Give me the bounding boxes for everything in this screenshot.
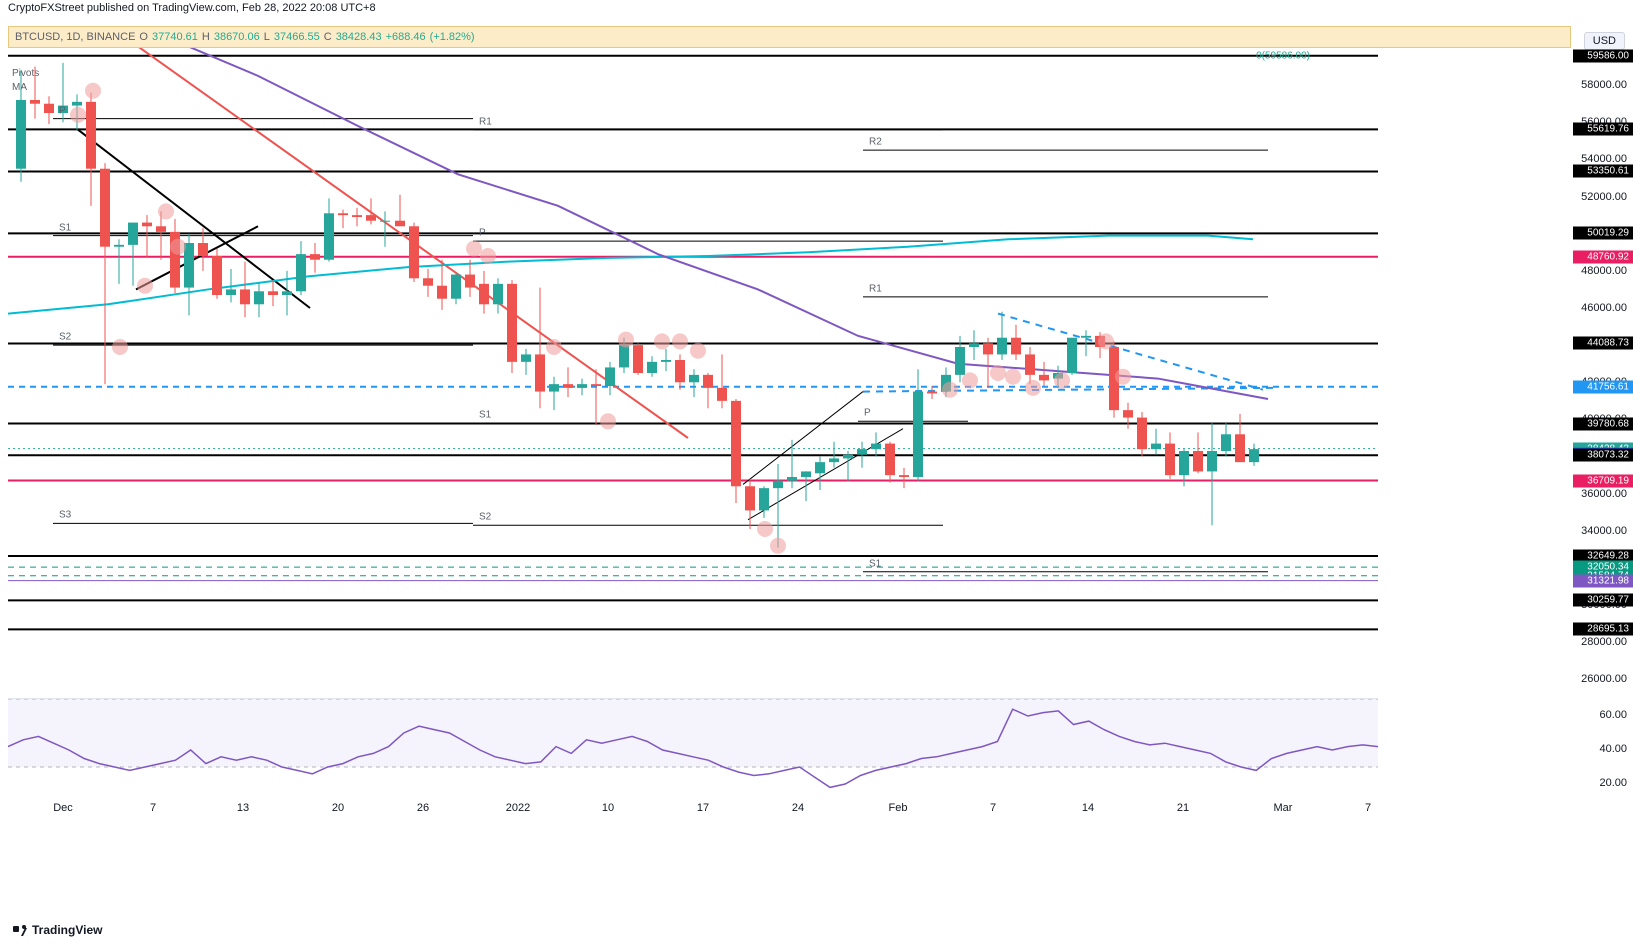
ohlc-close: 38428.43 [336, 31, 382, 43]
tradingview-logo-icon [12, 922, 28, 938]
date-axis: Dec 7 13 20 26 2022 10 17 24 Feb 7 14 21 Mar 7 [8, 802, 1378, 822]
rsi-panel[interactable]: RSI [8, 698, 1378, 800]
publisher-header: CryptoFXStreet published on TradingView.… [8, 2, 376, 14]
pivot-label: S2 [479, 512, 491, 523]
ohlc-band: BTCUSD, 1D, BINANCE O 37740.61 H 38670.0… [8, 26, 1571, 48]
price-line-tag: 36709.19 [1573, 474, 1633, 487]
price-tick: 58000.00 [1581, 79, 1627, 91]
rsi-canvas [8, 699, 1378, 801]
price-line-tag: 39780.68 [1573, 417, 1633, 430]
price-axis: 26000.0028000.0030000.0032000.0034000.00… [1571, 48, 1633, 698]
price-tick: 46000.00 [1581, 302, 1627, 314]
date-tick: 2022 [506, 802, 530, 814]
tradingview-brand-text: TradingView [32, 923, 102, 937]
price-line-tag: 38073.32 [1573, 449, 1633, 462]
date-tick: Mar [1274, 802, 1293, 814]
pivot-label: R1 [479, 116, 492, 127]
price-line-tag: 55619.76 [1573, 123, 1633, 136]
price-line-tag: 31321.98 [1573, 574, 1633, 587]
price-line-tag: 59586.00 [1573, 49, 1633, 62]
l-label: L [264, 31, 270, 43]
price-line-tag: 41756.61 [1573, 380, 1633, 393]
date-tick: 13 [237, 802, 249, 814]
pivot-label: S3 [59, 510, 71, 521]
c-label: C [324, 31, 332, 43]
o-label: O [139, 31, 148, 43]
pivot-label: R2 [869, 137, 882, 148]
date-tick: 14 [1082, 802, 1094, 814]
price-tick: 52000.00 [1581, 191, 1627, 203]
price-line-tag: 30259.77 [1573, 594, 1633, 607]
date-tick: 24 [792, 802, 804, 814]
chart-canvas [8, 48, 1378, 698]
pivot-label: P [864, 408, 871, 419]
price-line-tag: 48760.92 [1573, 250, 1633, 263]
price-tick: 54000.00 [1581, 153, 1627, 165]
date-tick: 17 [697, 802, 709, 814]
ohlc-high: 38670.06 [214, 31, 260, 43]
pivot-label: S2 [59, 332, 71, 343]
date-tick: Feb [889, 802, 908, 814]
ohlc-low: 37466.55 [274, 31, 320, 43]
price-line-tag: 44088.73 [1573, 337, 1633, 350]
ohlc-open: 37740.61 [152, 31, 198, 43]
ohlc-change: +688.46 [386, 31, 426, 43]
price-line-tag: 28695.13 [1573, 623, 1633, 636]
price-line-tag: 50019.29 [1573, 227, 1633, 240]
price-tick: 26000.00 [1581, 673, 1627, 685]
tradingview-brand: TradingView [12, 922, 102, 938]
price-tick: 48000.00 [1581, 265, 1627, 277]
rsi-axis: 20.00 40.00 60.00 [1571, 698, 1633, 800]
pivot-label: S1 [479, 410, 491, 421]
date-tick: 20 [332, 802, 344, 814]
pivot-label: S1 [869, 558, 881, 569]
date-tick: 10 [602, 802, 614, 814]
h-label: H [202, 31, 210, 43]
rsi-tick: 20.00 [1599, 777, 1627, 789]
date-tick: 26 [417, 802, 429, 814]
fib-zero-label: 0(59586.00) [1256, 50, 1310, 61]
price-tick: 36000.00 [1581, 488, 1627, 500]
ohlc-change-pct: (+1.82%) [430, 31, 475, 43]
price-tick: 28000.00 [1581, 636, 1627, 648]
symbol-label: BTCUSD, 1D, BINANCE [15, 31, 135, 43]
price-line-tag: 53350.61 [1573, 165, 1633, 178]
price-tick: 34000.00 [1581, 525, 1627, 537]
date-tick: 21 [1177, 802, 1189, 814]
date-tick: 7 [1365, 802, 1371, 814]
pivot-label: R1 [869, 283, 882, 294]
pivot-label: P [479, 228, 486, 239]
rsi-tick: 40.00 [1599, 743, 1627, 755]
date-tick: 7 [990, 802, 996, 814]
main-chart[interactable]: Pivots MA 0(59586.00)PS1S2S3R1PS1S2R2R1P… [8, 48, 1378, 698]
pivot-label: S1 [59, 222, 71, 233]
rsi-tick: 60.00 [1599, 709, 1627, 721]
date-tick: Dec [53, 802, 73, 814]
date-tick: 7 [150, 802, 156, 814]
pivot-label: P [59, 105, 66, 116]
